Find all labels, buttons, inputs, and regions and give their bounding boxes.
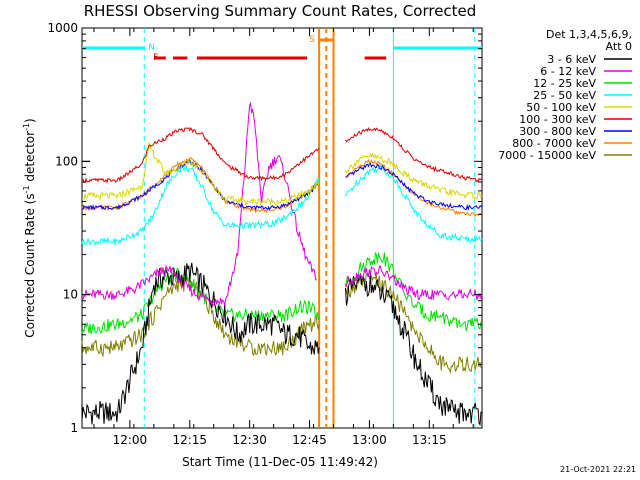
x-tick-label: 12:15 [172,433,207,447]
series-line-6-b [345,126,483,183]
series-line-9 [81,275,320,358]
x-axis: 12:00 12:15 12:30 12:45 13:00 13:15 [93,28,474,447]
marker-label: F [153,53,158,63]
series-line-8-b [345,158,483,218]
y-tick-label: 100 [55,154,78,168]
marker-layer: NF S [82,28,482,428]
series-line-3-b [345,251,483,332]
legend-label: 100 - 300 keV [519,113,596,126]
y-tick-label: 1 [70,421,78,435]
x-tick-label: 13:15 [412,433,447,447]
series-line-7-b [345,162,483,211]
legend-label: 800 - 7000 keV [512,137,596,150]
y-axis-label: Corrected Count Rate (s-1 detector-1) [22,118,37,337]
legend-label: 300 - 800 keV [519,125,596,138]
series-line-4 [81,164,320,247]
x-axis-label: Start Time (11-Dec-05 11:49:42) [182,455,378,469]
series-line-2 [81,101,317,306]
x-tick-label: 13:00 [352,433,387,447]
timestamp: 21-Oct-2021 22:21 [560,465,636,474]
series-line-1 [81,262,320,425]
series-line-1-b [345,273,483,427]
legend-label: 6 - 12 keV [540,65,596,78]
y-axis: 1 10 100 1000 [47,21,482,435]
series-line-6 [81,127,320,184]
series-line-4-b [345,163,483,244]
legend-header-2: Att 0 [606,40,632,53]
marker-label: S [309,35,315,45]
legend-label: 25 - 50 keV [533,89,596,102]
marker-label: N [148,43,155,53]
series-line-5 [81,141,320,207]
legend-label: 7000 - 15000 keV [498,149,596,162]
series-line-2-b [345,265,483,301]
series-line-5-b [345,152,483,200]
x-tick-label: 12:45 [292,433,327,447]
x-tick-label: 12:30 [232,433,267,447]
legend-label: 50 - 100 keV [526,101,596,114]
series-layer [81,101,483,427]
legend-header-1: Det 1,3,4,5,6,9, [546,28,632,41]
plot-frame [81,27,483,429]
y-tick-label: 1000 [47,21,78,35]
legend-label: 3 - 6 keV [547,53,596,66]
legend-label: 12 - 25 keV [533,77,596,90]
chart-title: RHESSI Observing Summary Count Rates, Co… [84,2,477,20]
series-line-7 [82,158,320,212]
x-tick-label: 12:00 [113,433,148,447]
y-tick-label: 10 [63,288,78,302]
